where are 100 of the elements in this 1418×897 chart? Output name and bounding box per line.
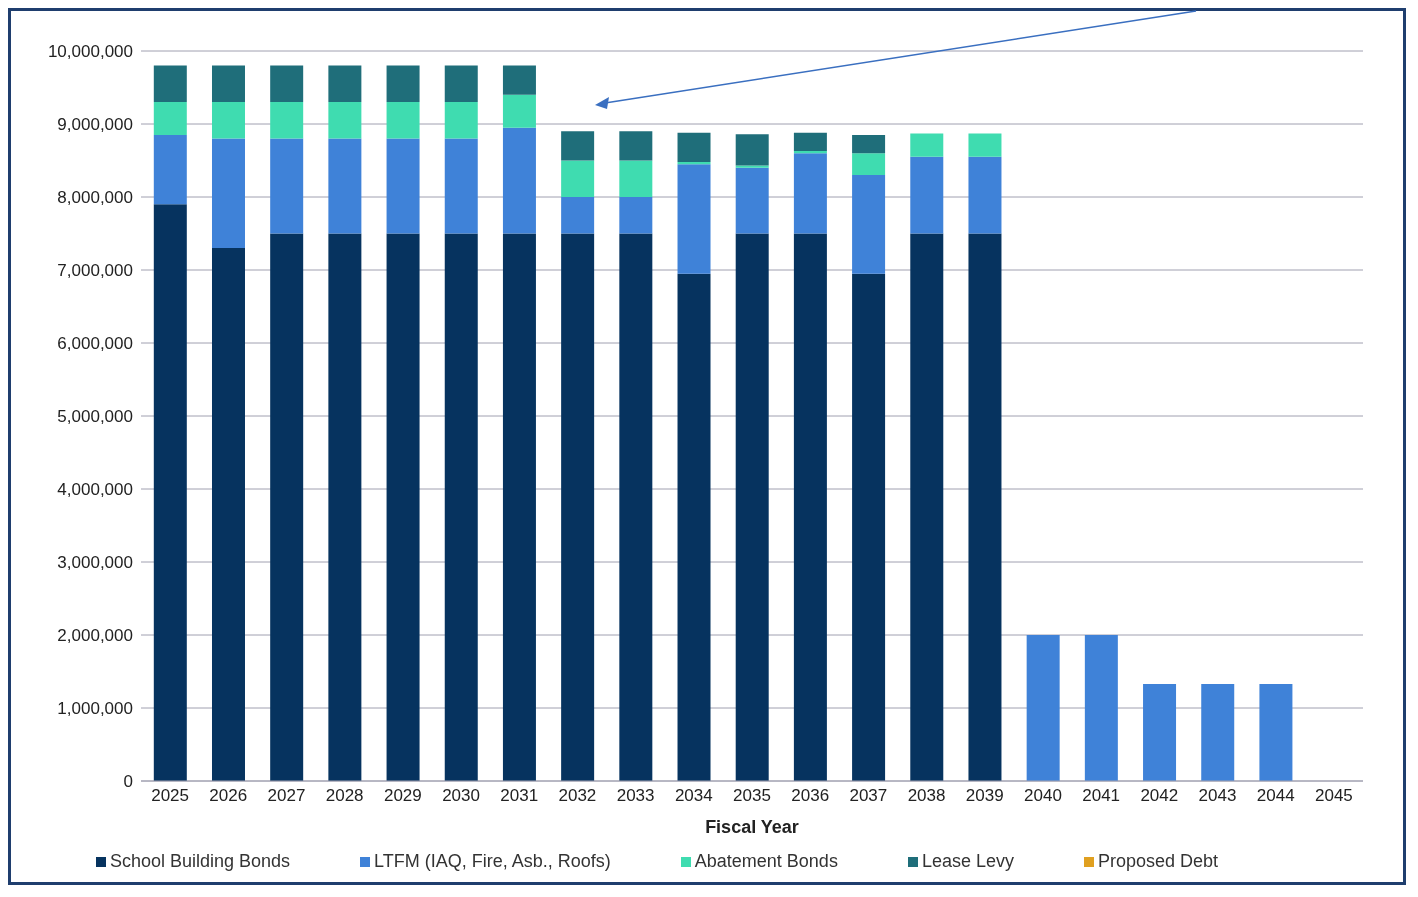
bar [968, 233, 1002, 781]
bar [386, 102, 420, 139]
bar [502, 94, 536, 128]
bar [735, 167, 769, 234]
x-tick-label: 2038 [907, 786, 946, 806]
y-tick-label: 9,000,000 [57, 115, 133, 135]
x-tick-label: 2039 [965, 786, 1004, 806]
x-tick-label: 2045 [1314, 786, 1353, 806]
y-tick-label: 1,000,000 [57, 699, 133, 719]
bar [502, 233, 536, 781]
bar [852, 153, 886, 176]
x-tick-label: 2043 [1198, 786, 1237, 806]
bar [793, 153, 827, 234]
bar [619, 233, 653, 781]
bar [619, 197, 653, 234]
bar [1084, 635, 1118, 781]
x-tick-label: 2029 [383, 786, 422, 806]
bar [619, 160, 653, 197]
legend-label: Proposed Debt [1097, 851, 1219, 871]
bar [153, 65, 187, 103]
bar [677, 273, 711, 781]
x-tick-label: 2041 [1082, 786, 1121, 806]
y-tick-label: 2,000,000 [57, 626, 133, 646]
bar [386, 65, 420, 103]
x-tick-label: 2030 [442, 786, 480, 806]
bar [328, 65, 362, 103]
bar [561, 233, 595, 781]
legend-label: LTFM (IAQ, Fire, Asb., Roofs) [374, 851, 611, 871]
x-tick-label: 2042 [1140, 786, 1179, 806]
bar [910, 233, 944, 781]
bar [270, 102, 304, 139]
bar [735, 233, 769, 781]
bar [211, 65, 245, 103]
y-tick-label: 8,000,000 [57, 188, 133, 208]
x-tick-label: 2031 [500, 786, 539, 806]
x-tick-label: 2026 [209, 786, 248, 806]
bar [328, 138, 362, 234]
y-tick-label: 6,000,000 [57, 334, 133, 354]
bar [502, 65, 536, 95]
y-tick-label: 5,000,000 [57, 407, 133, 427]
bar [852, 175, 886, 274]
bar [444, 233, 478, 781]
x-tick-label: 2036 [791, 786, 830, 806]
x-tick-label: 2034 [674, 786, 713, 806]
bar [852, 273, 886, 781]
bar [561, 131, 595, 161]
bar [386, 233, 420, 781]
bar [852, 134, 886, 154]
x-tick-label: 2037 [849, 786, 888, 806]
bar [153, 102, 187, 135]
y-tick-label: 10,000,000 [47, 42, 133, 62]
bar [328, 233, 362, 781]
bar [502, 127, 536, 234]
bar [677, 132, 711, 162]
bar [735, 165, 769, 168]
bar [793, 132, 827, 152]
bar [561, 197, 595, 234]
bar [677, 164, 711, 274]
bar [444, 65, 478, 103]
bar [444, 102, 478, 139]
bar [793, 151, 827, 154]
x-axis-title: Fiscal Year [705, 817, 799, 837]
legend-label: Abatement Bonds [694, 851, 838, 871]
bar [270, 65, 304, 103]
bar [270, 233, 304, 781]
bar [968, 156, 1002, 234]
bar [910, 156, 944, 234]
y-tick-label: 0 [123, 772, 133, 792]
x-tick-label: 2025 [151, 786, 190, 806]
bar [677, 161, 711, 165]
y-tick-label: 7,000,000 [57, 261, 133, 281]
x-tick-label: 2035 [733, 786, 771, 806]
y-tick-label: 4,000,000 [57, 480, 133, 500]
bar [211, 248, 245, 781]
bar [910, 133, 944, 157]
bar [444, 138, 478, 234]
bar [328, 102, 362, 139]
y-tick-label: 3,000,000 [57, 553, 133, 573]
bar [793, 233, 827, 781]
x-tick-label: 2033 [616, 786, 655, 806]
bar [968, 133, 1002, 157]
x-tick-label: 2044 [1256, 786, 1295, 806]
bar [1143, 683, 1177, 781]
x-tick-label: 2032 [558, 786, 597, 806]
bar [211, 138, 245, 249]
x-tick-label: 2040 [1024, 786, 1062, 806]
x-tick-label: 2027 [267, 786, 306, 806]
bar [619, 131, 653, 161]
bar [735, 134, 769, 166]
bar [1259, 683, 1293, 781]
bar [1026, 635, 1060, 781]
x-tick-label: 2028 [325, 786, 364, 806]
bar [211, 102, 245, 139]
bar [386, 138, 420, 234]
bar [270, 138, 304, 234]
bar [153, 134, 187, 205]
bar [561, 160, 595, 197]
legend-label: Lease Levy [921, 851, 1014, 871]
bar [1201, 683, 1235, 781]
legend-label: School Building Bonds [109, 851, 291, 871]
